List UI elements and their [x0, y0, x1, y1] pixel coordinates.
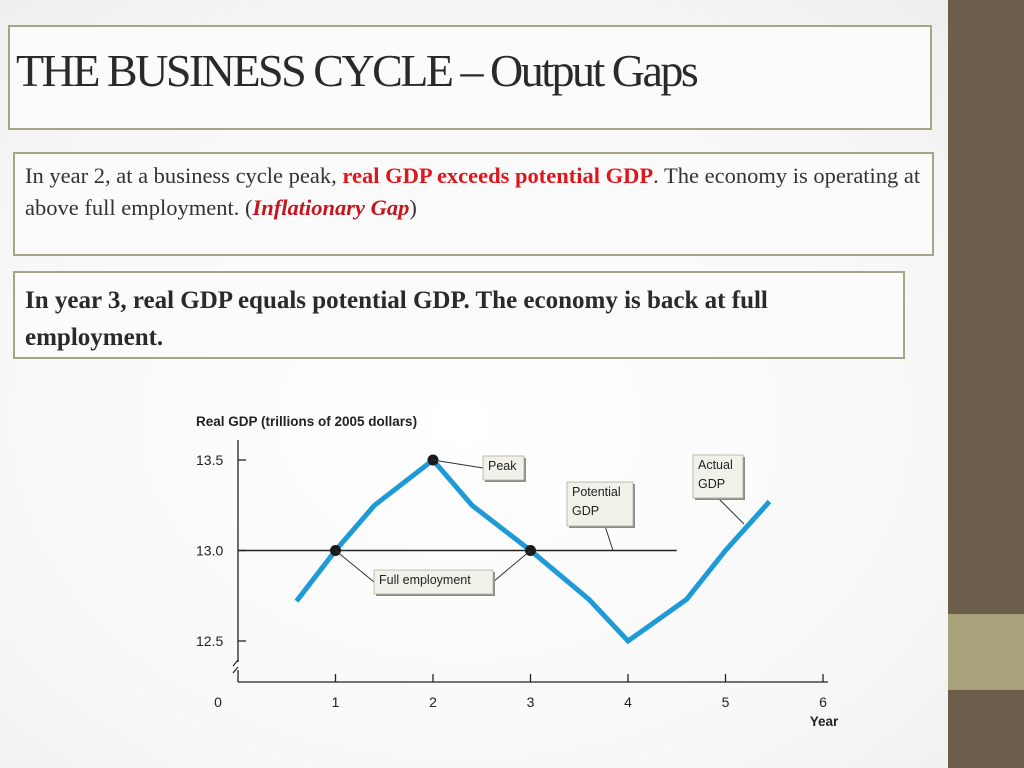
x-axis-label: Year — [810, 714, 839, 729]
full-employment-leader-1 — [335, 550, 375, 583]
y-tick-label: 12.5 — [196, 633, 223, 649]
page-title: THE BUSINESS CYCLE – Output Gaps — [16, 45, 699, 96]
actual-leader — [717, 497, 745, 525]
actual-callout-text: Actual — [698, 458, 733, 472]
x-tick-label: 6 — [819, 694, 827, 710]
box1-highlight: real GDP exceeds potential GDP — [342, 163, 654, 188]
full-employment-leader-2 — [492, 550, 531, 583]
actual-callout-box — [692, 454, 744, 499]
potential-callout-text: Potential — [572, 485, 621, 499]
box1-closing: ) — [409, 195, 417, 220]
box1-italic-term: Inflationary Gap — [252, 195, 410, 220]
full-employment-callout-text: Full employment — [379, 573, 471, 587]
title-box — [8, 25, 932, 130]
y-tick-label: 13.0 — [196, 543, 223, 559]
x-tick-label: 4 — [624, 694, 632, 710]
x-tick-label: 1 — [332, 694, 340, 710]
business-cycle-chart: Real GDP (trillions of 2005 dollars) Yea… — [196, 414, 839, 729]
x-tick-label: 3 — [527, 694, 535, 710]
box1-text-after: . The economy is operating at above full… — [25, 163, 921, 220]
full-employment-callout-box — [373, 569, 494, 595]
y-axis-label: Real GDP (trillions of 2005 dollars) — [196, 414, 417, 429]
y-tick-label: 13.5 — [196, 452, 223, 468]
peak-callout-text: Peak — [488, 459, 517, 473]
peak-callout-box — [482, 455, 525, 481]
x-tick-label: 5 — [722, 694, 730, 710]
axis-break — [232, 659, 239, 674]
potential-leader — [604, 525, 614, 551]
side-accent — [948, 614, 1024, 690]
text-box-year-3: In year 3, real GDP equals potential GDP… — [13, 271, 905, 359]
potential-callout-box — [566, 481, 634, 527]
x-tick-label: 2 — [429, 694, 437, 710]
actual-callout-text: GDP — [698, 477, 725, 491]
potential-callout-text: GDP — [572, 504, 599, 518]
box2-text: In year 3, real GDP equals potential GDP… — [25, 287, 768, 351]
box1-text-before: In year 2, at a business cycle peak, — [25, 163, 343, 188]
origin-label: 0 — [214, 694, 222, 710]
text-box-year-2: In year 2, at a business cycle peak, rea… — [13, 152, 934, 256]
peak-leader — [432, 459, 484, 469]
